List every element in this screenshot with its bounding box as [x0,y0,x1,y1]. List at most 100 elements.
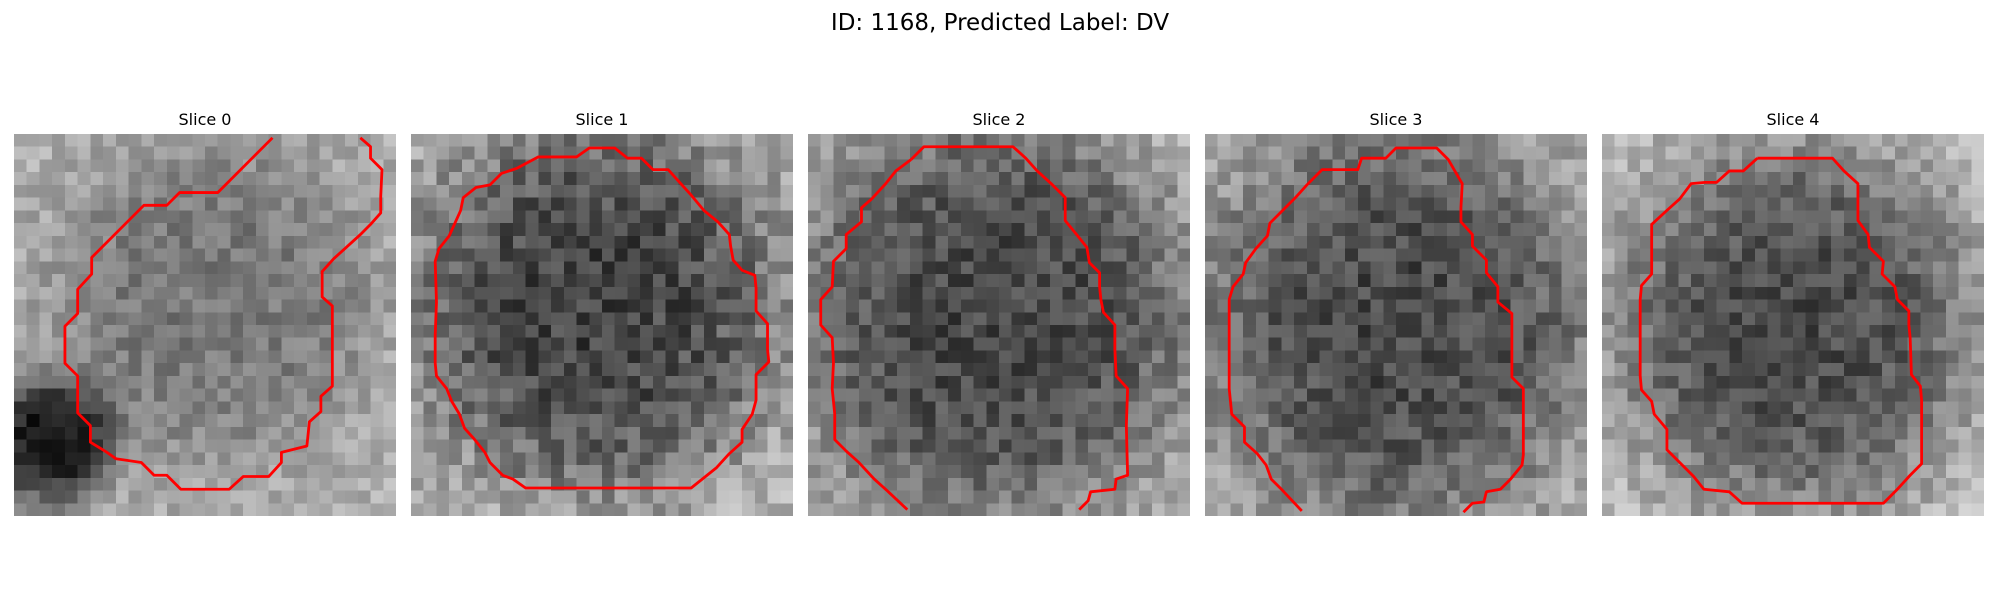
pixel-cell [1754,299,1768,313]
pixel-cell [960,146,974,160]
pixel-cell [370,452,384,466]
pixel-cell [1151,235,1165,249]
pixel-cell [230,210,244,224]
pixel-cell [1230,286,1244,300]
pixel-cell [948,325,962,338]
pixel-cell [1217,325,1231,338]
pixel-cell [1536,210,1550,224]
pixel-cell [627,223,641,237]
pixel-cell [935,477,949,491]
pixel-cell [205,286,218,300]
pixel-cell [1049,325,1063,338]
pixel-cell [411,426,424,440]
pixel-cell [1281,274,1295,288]
pixel-cell [576,134,590,147]
pixel-cell [319,159,333,173]
pixel-cell [1510,350,1524,364]
pixel-cell [1767,248,1781,262]
pixel-cell [294,274,308,288]
pixel-cell [1602,299,1615,313]
pixel-cell [935,223,949,237]
pixel-cell [1075,401,1089,415]
pixel-cell [1294,312,1308,326]
pixel-cell [1243,325,1257,338]
pixel-cell [217,223,231,237]
pixel-cell [1281,159,1295,173]
pixel-cell [780,375,793,389]
pixel-cell [1075,261,1089,275]
pixel-cell [1665,388,1679,402]
pixel-cell [767,223,781,237]
pixel-cell [767,375,781,389]
pixel-cell [665,375,679,389]
pixel-cell [1574,248,1587,262]
pixel-cell [1113,503,1127,516]
pixel-cell [1306,401,1320,415]
pixel-cell [780,503,793,516]
pixel-cell [808,223,821,237]
pixel-cell [1332,172,1346,186]
pixel-cell [1561,465,1575,479]
pixel-cell [1523,299,1537,313]
pixel-cell [487,223,501,237]
pixel-cell [1062,286,1076,300]
pixel-cell [1408,197,1422,211]
pixel-cell [500,134,514,147]
pixel-cell [1024,210,1038,224]
pixel-cell [1421,286,1435,300]
pixel-cell [858,235,872,249]
pixel-cell [1805,477,1819,491]
pixel-cell [332,159,346,173]
pixel-cell [1523,146,1537,160]
pixel-cell [716,337,730,351]
pixel-cell [1793,184,1806,198]
pixel-cell [1894,439,1908,453]
pixel-cell [1383,197,1397,211]
pixel-cell [1230,439,1244,453]
pixel-cell [1843,235,1857,249]
pixel-cell [487,210,501,224]
pixel-cell [833,401,847,415]
pixel-cell [551,375,565,389]
pixel-cell [474,452,488,466]
pixel-cell [691,210,705,224]
pixel-cell [652,414,666,428]
pixel-cell [1126,490,1140,504]
pixel-cell [858,414,872,428]
pixel-cell [716,490,730,504]
pixel-cell [1205,452,1218,466]
pixel-cell [1151,363,1165,377]
pixel-cell [1652,223,1666,237]
pixel-cell [665,388,679,402]
pixel-cell [383,414,396,428]
pixel-cell [678,363,692,377]
pixel-cell [1627,490,1641,504]
pixel-cell [77,235,91,249]
pixel-cell [39,248,53,262]
pixel-cell [1383,477,1397,491]
pixel-cell [1408,337,1422,351]
pixel-cell [1255,172,1269,186]
pixel-cell [77,401,91,415]
pixel-cell [999,223,1012,237]
pixel-cell [538,414,552,428]
pixel-cell [1139,375,1153,389]
pixel-cell [1243,146,1257,160]
pixel-cell [716,388,730,402]
pixel-cell [1548,197,1562,211]
pixel-cell [538,261,552,275]
pixel-cell [1805,172,1819,186]
pixel-cell [1319,299,1333,313]
pixel-cell [294,197,308,211]
pixel-cell [1177,401,1190,415]
pixel-cell [1049,146,1063,160]
pixel-cell [1332,337,1346,351]
pixel-cell [449,325,463,338]
pixel-cell [1357,490,1371,504]
pixel-cell [319,426,333,440]
pixel-cell [1113,223,1127,237]
pixel-cell [1754,235,1768,249]
pixel-cell [1856,337,1870,351]
pixel-cell [1049,172,1063,186]
pixel-cell [255,452,269,466]
